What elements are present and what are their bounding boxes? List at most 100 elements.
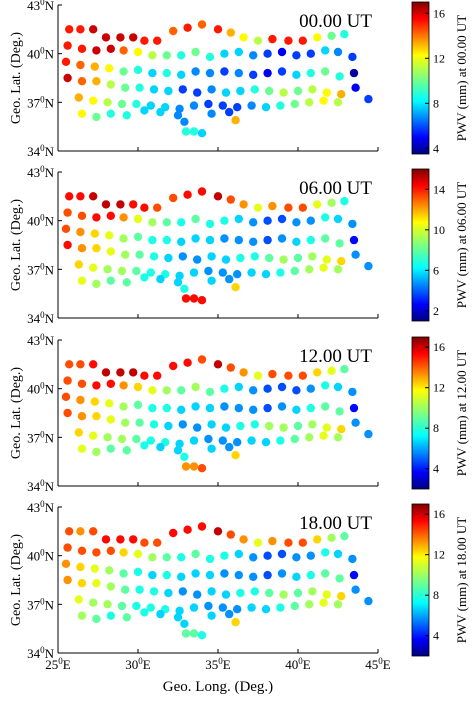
station-point — [321, 569, 330, 578]
station-point — [249, 386, 258, 395]
station-point — [77, 579, 87, 588]
colorbar-label: PWV (mm) at 12.00 UT — [454, 350, 469, 477]
station-point — [197, 464, 207, 473]
station-point — [253, 203, 263, 212]
station-point — [239, 535, 248, 544]
station-point — [76, 562, 85, 572]
station-point — [65, 360, 74, 369]
station-point — [191, 402, 200, 411]
station-point — [103, 600, 112, 609]
station-point — [140, 203, 149, 212]
station-point — [313, 200, 322, 209]
station-point — [146, 101, 155, 110]
colorbar-tick-label: 2 — [433, 304, 439, 318]
station-point — [225, 107, 234, 117]
panel-title: 12.00 UT — [299, 346, 372, 367]
station-point — [333, 265, 343, 274]
station-point — [133, 549, 143, 559]
colorbar-label: PWV (mm) at 06.00 UT — [454, 182, 469, 309]
station-point — [277, 234, 287, 243]
station-point — [265, 588, 274, 598]
station-point — [319, 96, 328, 105]
station-point — [101, 200, 111, 209]
station-point — [218, 268, 227, 277]
station-point — [61, 559, 71, 568]
station-point — [105, 399, 114, 408]
station-point — [74, 93, 84, 102]
station-point — [234, 570, 243, 580]
station-point — [106, 247, 116, 256]
station-point — [298, 538, 307, 547]
station-point — [337, 90, 346, 99]
x-axis-label: Geo. Long. (Deg.) — [163, 679, 273, 695]
station-point — [132, 266, 141, 276]
colorbar-tick-label: 12 — [433, 51, 445, 65]
station-point — [351, 418, 360, 427]
station-point — [284, 36, 293, 45]
station-point — [189, 462, 199, 471]
station-point — [92, 46, 101, 55]
station-point — [204, 434, 213, 444]
station-point — [153, 371, 162, 380]
station-point — [189, 629, 199, 638]
station-point — [308, 252, 317, 261]
station-point — [92, 548, 101, 557]
station-point — [321, 381, 330, 390]
station-point — [122, 446, 131, 455]
station-point — [261, 438, 271, 447]
station-point — [279, 423, 288, 432]
station-point — [164, 588, 173, 598]
station-point — [106, 379, 116, 388]
station-point — [313, 368, 322, 377]
x-tick-label: 400E — [285, 656, 311, 672]
station-point — [239, 368, 248, 377]
station-point — [284, 538, 293, 547]
station-point — [89, 360, 98, 369]
station-point — [117, 99, 127, 109]
station-point — [180, 117, 189, 127]
station-point — [279, 88, 288, 97]
station-point — [77, 211, 87, 220]
y-tick-label: 400N — [27, 548, 55, 564]
station-point — [76, 227, 85, 237]
station-point — [250, 420, 259, 429]
station-point — [263, 68, 272, 78]
station-point — [234, 235, 243, 245]
station-point — [293, 253, 303, 263]
station-point — [92, 213, 101, 222]
station-point — [249, 51, 258, 60]
station-point — [276, 268, 285, 277]
station-point — [175, 606, 184, 615]
station-point — [306, 216, 315, 225]
station-point — [116, 535, 125, 544]
scatter-points — [61, 522, 373, 640]
station-point — [116, 200, 125, 209]
station-point — [183, 358, 192, 367]
station-point — [89, 96, 98, 105]
station-point — [92, 614, 101, 624]
station-point — [117, 266, 127, 276]
y-tick-label: 400N — [27, 46, 55, 62]
station-point — [290, 266, 299, 276]
station-point — [106, 276, 116, 285]
station-point — [261, 103, 271, 112]
station-point — [177, 386, 186, 395]
station-point — [340, 365, 349, 374]
colorbar-label: PWV (mm) at 00.00 UT — [454, 15, 469, 142]
station-point — [236, 421, 245, 431]
station-point — [226, 28, 235, 37]
colorbar-label: PWV (mm) at 18.00 UT — [454, 517, 469, 644]
station-point — [322, 255, 331, 264]
station-point — [129, 200, 138, 209]
station-point — [277, 214, 287, 224]
station-point — [65, 25, 74, 34]
station-point — [106, 611, 116, 620]
station-point — [149, 587, 159, 596]
station-point — [233, 438, 242, 447]
station-point — [178, 85, 187, 94]
station-point — [74, 260, 84, 269]
station-point — [327, 198, 336, 207]
station-point — [220, 216, 229, 225]
station-point — [146, 603, 155, 612]
station-point — [233, 605, 242, 614]
